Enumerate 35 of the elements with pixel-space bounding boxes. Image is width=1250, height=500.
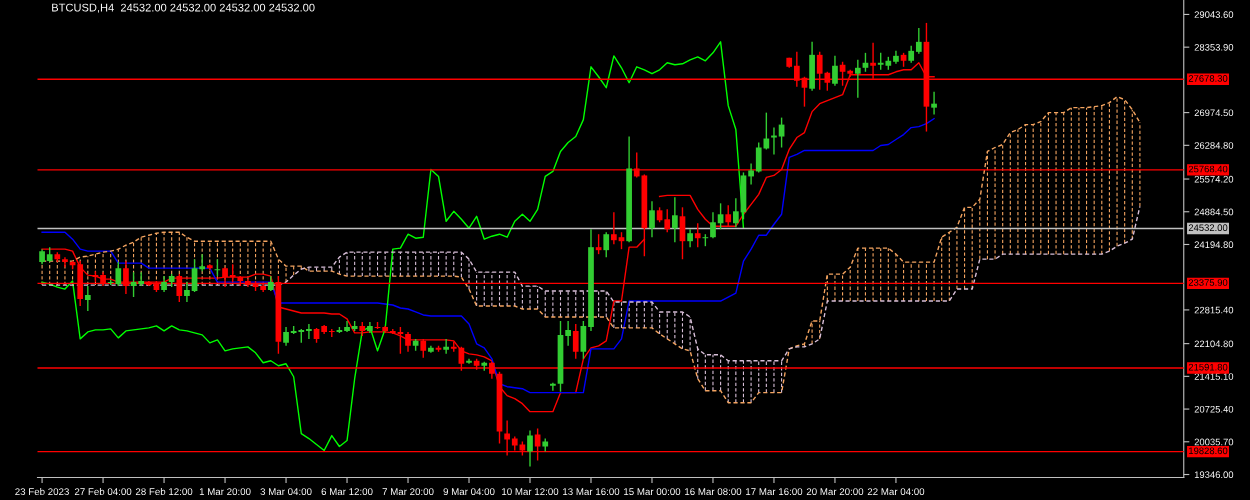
x-tick-label: 20 Mar 20:00 xyxy=(806,488,864,496)
x-tick-label: 6 Mar 12:00 xyxy=(321,488,373,496)
y-tick-label: 20725.40 xyxy=(1194,405,1234,413)
y-tick-label: 19346.00 xyxy=(1194,471,1234,479)
y-tick-label: 25574.20 xyxy=(1194,175,1234,183)
chart-title: BTCUSD,H4 24532.00 24532.00 24532.00 24532.00 xyxy=(52,3,315,13)
y-tick-label: 22104.80 xyxy=(1194,340,1234,348)
y-tick-label: 29043.60 xyxy=(1194,11,1234,18)
x-tick-label: 23 Feb 2023 xyxy=(15,487,69,496)
y-tick-label: 20035.70 xyxy=(1194,438,1234,446)
x-tick-label: 1 Mar 20:00 xyxy=(199,488,251,496)
y-tick-label: 22815.40 xyxy=(1194,306,1234,314)
x-tick-label: 22 Mar 04:00 xyxy=(867,488,925,496)
ref-line-label: 21591.80 xyxy=(1188,363,1228,371)
x-tick-label: 16 Mar 08:00 xyxy=(685,488,742,496)
ref-line-label: 24532.00 xyxy=(1188,224,1228,232)
y-tick-label: 24194.80 xyxy=(1194,241,1234,248)
x-tick-label: 17 Mar 16:00 xyxy=(746,488,803,496)
x-tick-label: 3 Mar 04:00 xyxy=(260,488,312,496)
y-tick-label: 26284.80 xyxy=(1194,142,1234,149)
x-tick-label: 10 Mar 12:00 xyxy=(502,488,559,496)
y-tick-label: 21415.10 xyxy=(1194,373,1234,380)
x-tick-label: 9 Mar 04:00 xyxy=(443,488,495,496)
y-tick-label: 26974.50 xyxy=(1194,109,1234,117)
x-tick-label: 28 Feb 12:00 xyxy=(135,487,193,496)
ref-line-label: 23375.90 xyxy=(1188,279,1228,286)
x-tick-label: 27 Feb 04:00 xyxy=(74,487,132,496)
ref-line-label: 19828.60 xyxy=(1189,447,1228,455)
y-tick-label: 24884.50 xyxy=(1194,208,1234,216)
x-tick-label: 7 Mar 20:00 xyxy=(382,488,434,496)
x-tick-label: 13 Mar 16:00 xyxy=(563,488,620,496)
ref-line-label: 25768.40 xyxy=(1188,165,1228,173)
y-tick-label: 28353.90 xyxy=(1194,43,1234,51)
ref-line-label: 27678.30 xyxy=(1188,75,1228,82)
x-tick-label: 15 Mar 00:00 xyxy=(624,488,681,496)
